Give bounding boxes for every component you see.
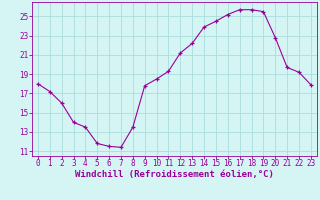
X-axis label: Windchill (Refroidissement éolien,°C): Windchill (Refroidissement éolien,°C) — [75, 170, 274, 179]
